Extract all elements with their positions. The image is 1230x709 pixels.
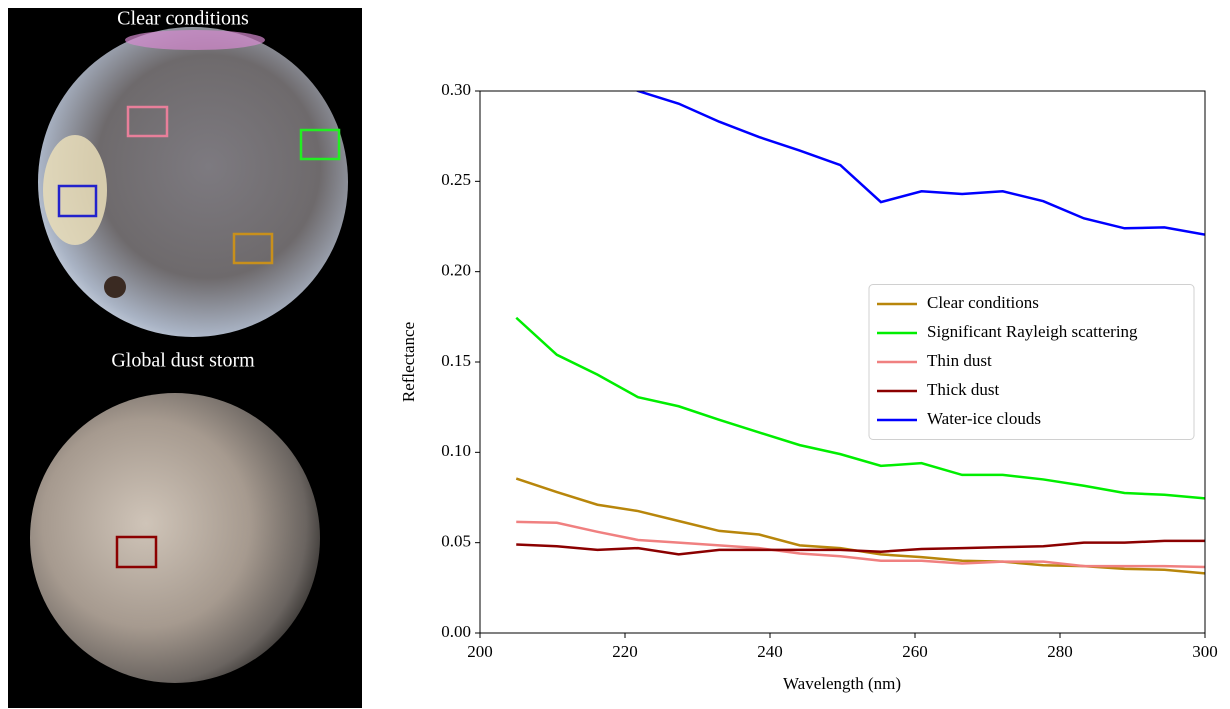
- data-line: [634, 91, 1205, 236]
- region-box: [126, 105, 169, 138]
- image-title: Clear conditions: [117, 8, 249, 30]
- volcano: [104, 276, 126, 298]
- legend-label: Thick dust: [927, 380, 1000, 399]
- y-tick-label: 0.15: [441, 351, 471, 370]
- x-tick-label: 300: [1192, 642, 1218, 661]
- region-box: [232, 232, 274, 265]
- legend-box: [868, 284, 1195, 440]
- y-tick-label: 0.25: [441, 170, 471, 189]
- region-boxes: [57, 105, 341, 569]
- legend-label: Significant Rayleigh scattering: [927, 322, 1138, 341]
- limb-haze: [125, 30, 265, 50]
- axes-frame: [479, 90, 1206, 634]
- legend-label: Thin dust: [927, 351, 992, 370]
- planet-image: [30, 393, 320, 683]
- y-tick-label: 0.30: [441, 80, 471, 99]
- y-tick-label: 0.20: [441, 261, 471, 280]
- x-tick-label: 240: [757, 642, 783, 661]
- y-tick-label: 0.00: [441, 622, 471, 641]
- region-box: [57, 184, 98, 218]
- polar-cloud: [43, 135, 107, 245]
- image-title: Global dust storm: [111, 350, 255, 372]
- x-tick-label: 280: [1047, 642, 1073, 661]
- planet-image: [38, 27, 348, 337]
- y-tick-label: 0.10: [441, 441, 471, 460]
- legend-label: Water-ice clouds: [927, 409, 1041, 428]
- y-axis-label: Reflectance: [399, 322, 418, 402]
- region-box: [115, 535, 158, 569]
- data-line: [515, 316, 1205, 500]
- x-tick-label: 200: [467, 642, 493, 661]
- region-box: [299, 128, 341, 161]
- x-tick-label: 260: [902, 642, 928, 661]
- y-tick-label: 0.05: [441, 532, 471, 551]
- x-axis-label: Wavelength (nm): [783, 674, 901, 693]
- plot-area: [515, 91, 1205, 575]
- legend-label: Clear conditions: [927, 293, 1039, 312]
- data-line: [516, 539, 1205, 556]
- data-line: [516, 520, 1205, 569]
- x-tick-label: 220: [612, 642, 638, 661]
